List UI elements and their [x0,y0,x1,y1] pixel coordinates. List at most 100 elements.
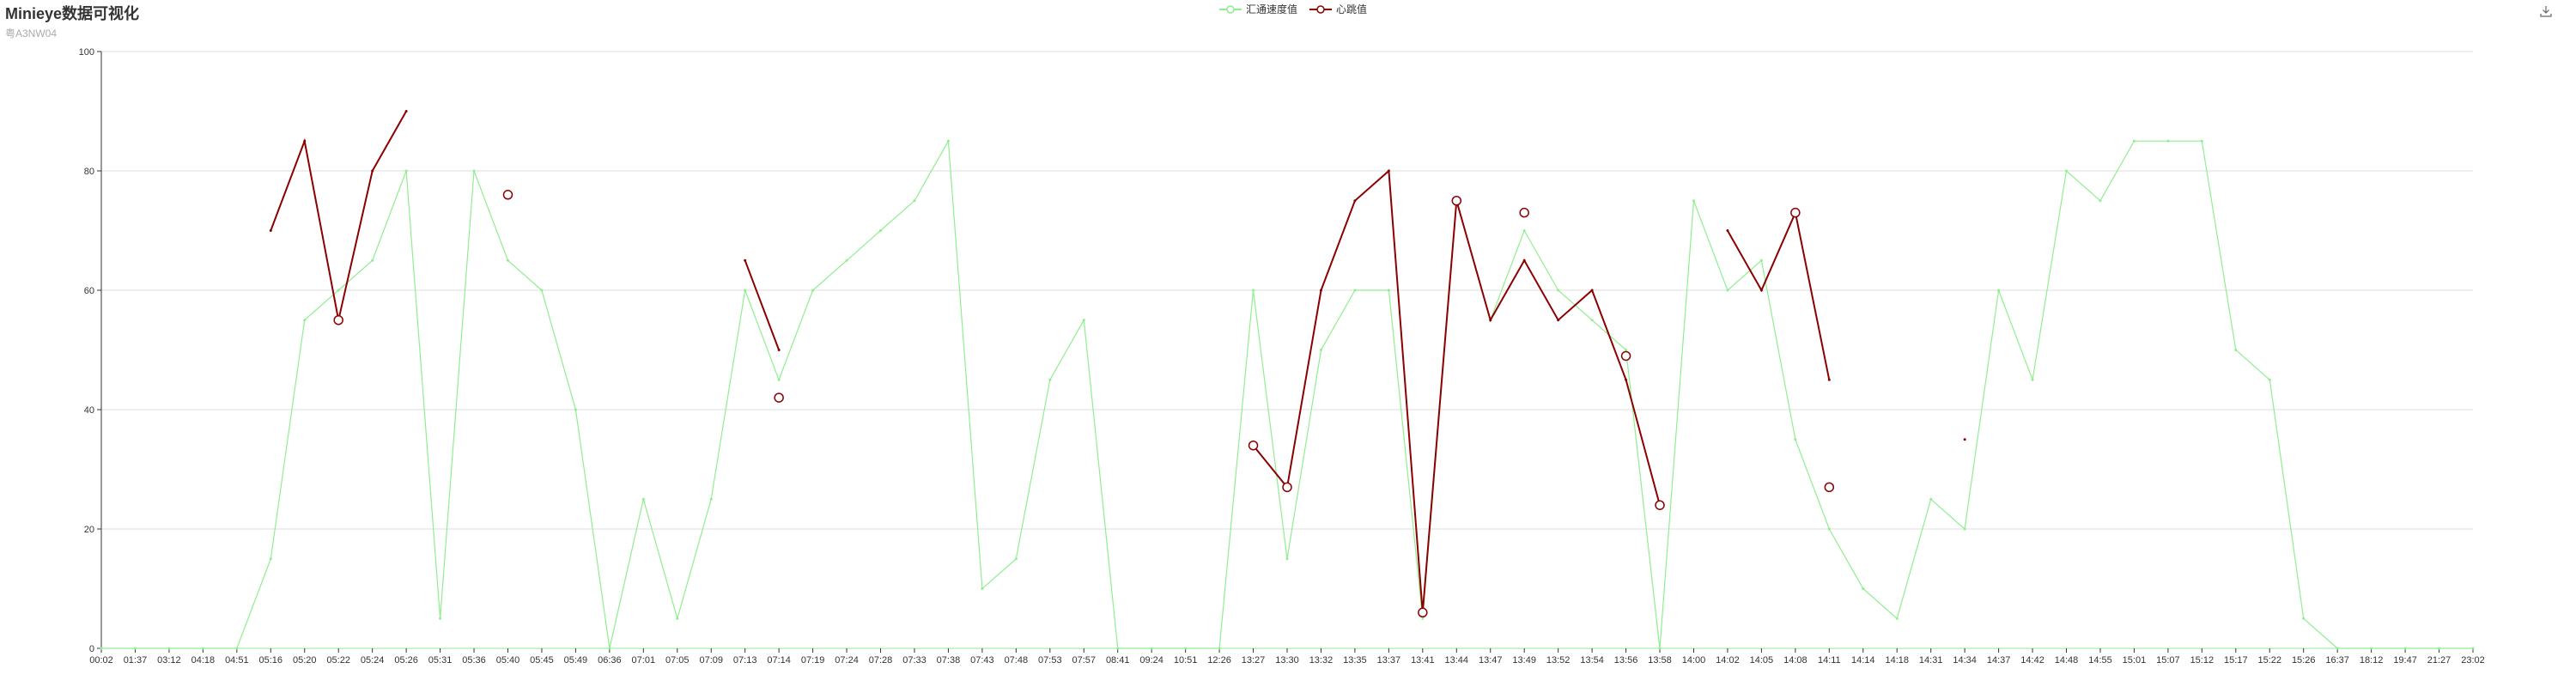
series-0-point-36 [1319,349,1322,351]
x-tick-label-6: 05:20 [293,655,317,666]
x-tick-label-70: 23:02 [2461,655,2485,666]
series-0-point-24 [913,199,916,203]
series-1-point-19 [744,258,747,262]
x-tick-label-8: 05:24 [361,655,385,666]
series-0-point-4 [235,647,239,650]
series-0-point-23 [879,229,883,232]
series-1-marker-1 [502,190,513,200]
x-tick-label-51: 14:11 [1818,655,1841,666]
series-1-point-8 [371,169,374,173]
x-tick-label-3: 04:18 [191,655,216,666]
series-1-point-49 [1759,289,1763,292]
series-1-point-5 [269,229,272,232]
x-tick-label-23: 07:28 [869,655,893,666]
x-tick-label-59: 14:55 [2088,655,2112,666]
x-tick-label-24: 07:33 [902,655,927,666]
series-1-marker-2 [774,392,784,403]
x-tick-label-56: 14:37 [1987,655,2011,666]
x-tick-label-37: 13:35 [1343,655,1367,666]
x-tick-label-28: 07:53 [1038,655,1062,666]
x-tick-label-60: 15:01 [2123,655,2147,666]
series-0-point-3 [201,647,204,650]
series-0-point-35 [1285,557,1289,561]
x-tick-label-44: 13:54 [1580,655,1604,666]
series-1-marker-6 [1451,196,1462,206]
series-1-point-9 [404,110,408,112]
series-1-marker-9 [1655,500,1665,510]
legend-item-heartbeat[interactable]: 心跳值 [1309,2,1367,16]
x-tick-label-40: 13:44 [1445,655,1469,666]
x-tick-label-46: 13:58 [1648,655,1672,666]
series-0-point-44 [1590,319,1594,322]
series-0-point-27 [1014,557,1018,561]
x-tick-label-65: 15:26 [2292,655,2316,666]
series-0-point-48 [1726,289,1729,292]
series-0-point-5 [269,557,272,561]
download-icon[interactable] [2540,5,2552,17]
x-tick-label-29: 07:57 [1072,655,1096,666]
series-0-point-69 [2438,647,2441,650]
x-tick-label-4: 04:51 [225,655,249,666]
series-1-point-45 [1625,378,1628,381]
x-tick-label-0: 00:02 [89,655,113,666]
series-1-point-43 [1557,319,1560,322]
x-tick-label-62: 15:12 [2190,655,2215,666]
series-0-point-45 [1625,349,1628,351]
series-0-point-55 [1963,527,1966,531]
series-0-point-67 [2370,647,2373,650]
y-tick-label-80: 80 [84,167,94,177]
series-0-point-11 [472,169,476,173]
series-0-point-14 [574,408,577,411]
series-0-point-43 [1557,289,1560,292]
x-tick-label-18: 07:09 [699,655,723,666]
legend-item-speed[interactable]: 汇通速度值 [1219,2,1297,16]
x-tick-label-1: 01:37 [124,655,148,666]
series-0-point-33 [1218,647,1221,650]
x-tick-label-55: 14:34 [1953,655,1977,666]
series-1-point-44 [1590,289,1594,292]
series-0-point-10 [439,617,442,620]
series-1-marker-8 [1620,350,1631,362]
series-1-point-48 [1726,229,1729,232]
series-0-point-15 [608,647,611,650]
series-0-point-9 [404,169,408,173]
x-tick-label-61: 15:07 [2156,655,2180,666]
series-line-0 [101,139,2473,649]
x-tick-label-49: 14:05 [1750,655,1774,666]
series-0-point-32 [1184,647,1188,650]
series-0-point-57 [2031,378,2034,381]
series-1-marker-7 [1519,207,1529,218]
x-tick-label-27: 07:48 [1005,655,1029,666]
series-0-point-21 [811,289,815,292]
series-0-point-38 [1387,289,1390,292]
x-tick-label-63: 15:17 [2224,655,2248,666]
series-0-point-56 [1997,289,2001,292]
series-0-point-0 [100,647,103,650]
series-0-point-22 [845,258,848,262]
x-tick-label-19: 07:13 [733,655,757,666]
series-1-point-6 [303,139,307,143]
x-tick-label-13: 05:45 [530,655,554,666]
series-0-point-18 [709,497,713,501]
series-0-point-30 [1116,647,1120,650]
y-tick-label-40: 40 [84,405,94,416]
series-0-point-7 [337,289,340,292]
x-tick-label-69: 21:27 [2427,655,2451,666]
x-tick-label-32: 10:51 [1174,655,1198,666]
x-tick-label-5: 05:16 [259,655,283,666]
x-tick-label-52: 14:14 [1851,655,1875,666]
x-tick-label-12: 05:40 [496,655,520,666]
series-line-1 [270,112,1965,613]
series-0-point-46 [1658,647,1662,650]
series-0-point-68 [2403,647,2407,650]
series-0-point-17 [676,617,679,620]
series-0-point-54 [1929,497,1933,501]
x-tick-label-35: 13:30 [1275,655,1299,666]
series-0-point-26 [981,587,984,590]
x-tick-label-20: 07:14 [767,655,791,666]
x-tick-label-38: 13:37 [1377,655,1401,666]
series-0-point-51 [1827,527,1831,531]
legend-speed-line-icon [1219,4,1242,14]
series-0-point-31 [1150,647,1153,650]
series-0-point-20 [777,378,781,381]
